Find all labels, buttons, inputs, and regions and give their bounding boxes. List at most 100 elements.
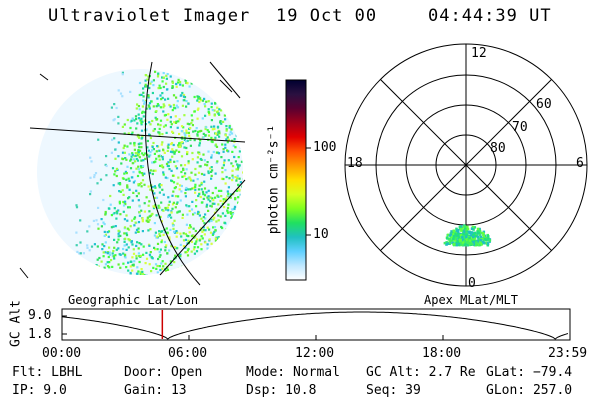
geo-pixel [216,126,220,129]
polar-pixel [484,236,487,239]
geo-pixel [200,235,203,238]
geo-pixel [235,189,238,192]
geo-pixel [137,247,140,250]
geo-pixel [185,234,189,237]
geo-pixel [161,133,164,136]
geo-pixel [166,72,169,76]
geo-pixel [179,199,182,202]
geo-pixel [163,240,166,244]
geo-pixel [148,86,151,90]
geo-pixel [106,231,109,234]
geo-pixel [140,166,143,169]
geo-pixel [213,109,216,112]
geo-pixel [164,124,167,127]
geo-pixel [154,186,157,189]
geo-pixel [213,125,216,128]
geo-pixel [113,137,116,140]
geo-pixel [115,210,118,213]
geo-pixel [123,132,126,135]
polar-pixel [465,230,469,233]
geo-pixel [185,81,188,84]
geo-pixel [102,221,105,224]
geo-pixel [128,153,131,156]
polar-pixel [476,227,480,231]
geo-pixel [141,110,144,113]
geo-pixel [196,99,199,102]
geo-pixel [212,226,215,229]
geo-pixel [190,208,194,211]
geo-pixel [122,252,125,255]
geo-pixel [186,152,189,156]
polar-pixel [483,237,487,241]
geo-tick-2 [219,79,233,93]
geo-pixel [210,170,213,173]
geo-pixel [207,195,210,198]
geo-pixel [162,71,165,75]
geo-pixel [203,103,206,106]
geo-pixel [168,200,171,203]
geo-pixel [235,134,238,137]
geo-pixel [115,167,118,170]
geo-pixel [191,187,194,190]
geo-pixel [238,150,241,153]
geo-pixel [129,126,132,130]
geo-pixel [115,106,118,110]
geo-pixel [184,195,187,198]
geo-pixel [236,163,239,166]
geo-pixel [189,226,192,229]
geo-pixel [207,108,210,111]
geo-pixel [137,230,140,233]
geo-pixel [164,176,167,179]
geo-pixel [204,229,207,232]
polar-pixel [452,235,456,238]
geo-pixel [236,177,239,180]
geo-pixel [162,173,165,176]
geo-pixel [128,238,131,242]
geo-pixel [196,161,199,164]
polar-pixel [455,234,459,237]
polar-pixel [459,234,463,237]
geo-pixel [226,209,229,212]
geo-pixel [137,165,140,168]
geo-pixel [146,153,149,156]
geo-pixel [200,201,203,204]
geo-pixel [237,196,240,199]
geo-pixel [127,132,130,135]
geo-pixel [141,152,144,155]
geo-pixel [227,159,230,162]
geo-pixel [201,117,204,120]
polar-pixel [465,242,468,246]
geo-pixel [132,171,135,174]
geo-pixel [226,211,229,214]
geo-pixel [144,79,147,82]
geo-pixel [141,179,145,182]
geo-pixel [130,119,133,122]
geo-pixel [204,114,207,117]
geo-pixel [161,260,164,263]
polar-pixel [457,243,461,247]
geo-pixel [222,120,225,123]
geo-pixel [106,265,110,268]
geo-pixel [184,134,187,137]
geo-pixel [222,148,225,151]
geo-pixel [150,256,153,259]
geo-pixel [160,239,163,242]
geo-pixel [169,158,172,161]
geo-pixel [231,165,235,168]
geo-pixel [229,211,232,214]
geo-pixel [221,143,224,146]
geo-pixel [123,226,127,229]
geo-pixel [158,186,161,189]
geo-pixel [203,97,206,100]
geo-pixel [186,213,189,216]
polar-pixel [476,239,480,243]
polar-pixel [481,231,484,235]
geo-pixel [176,201,179,204]
polar-pixel [477,231,481,235]
info-glat: GLat: −79.4 [486,365,573,380]
geo-pixel [185,186,188,190]
geo-pixel [175,82,178,86]
polar-pixel [452,231,456,235]
geo-pixel [96,223,100,226]
